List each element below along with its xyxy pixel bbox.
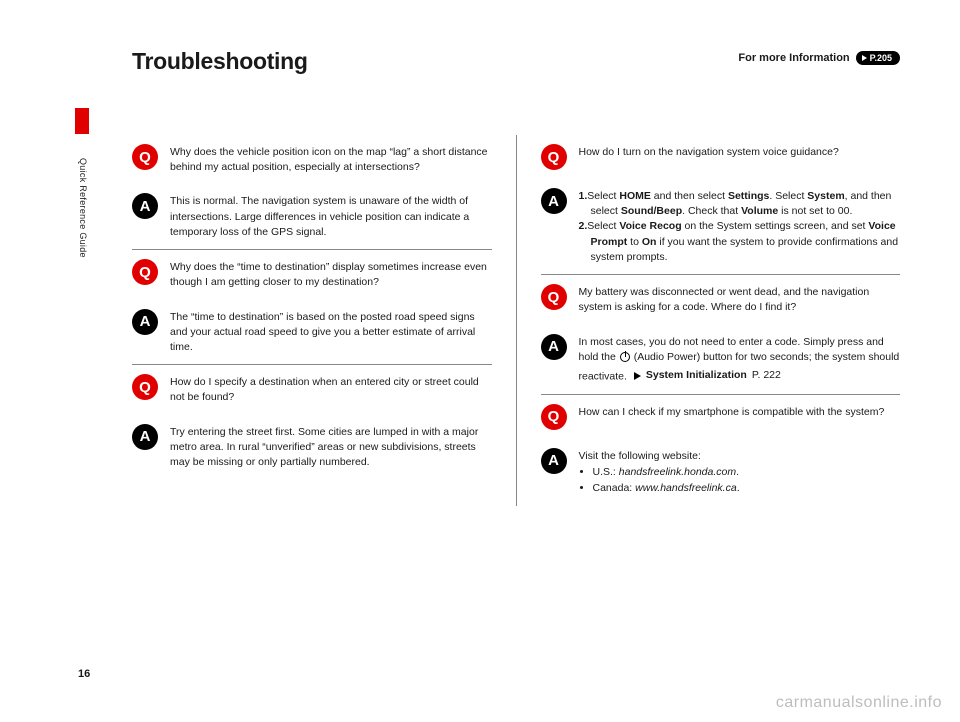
answer-icon: A [541,188,567,214]
qa-item: A 1.Select HOME and then select Settings… [541,179,901,275]
answer-text: This is normal. The navigation system is… [170,192,492,240]
qa-item: A Visit the following website: U.S.: han… [541,439,901,507]
question-icon: Q [132,374,158,400]
more-info-label: For more Information [738,52,849,64]
qa-item: Q How can I check if my smartphone is co… [541,395,901,439]
qa-item: A In most cases, you do not need to ente… [541,325,901,395]
qa-item: Q Why does the “time to destination” dis… [132,250,492,299]
qa-columns: Q Why does the vehicle position icon on … [132,135,900,506]
qa-item: A Try entering the street first. Some ci… [132,415,492,480]
answer-text: In most cases, you do not need to enter … [579,333,901,385]
answer-text: Try entering the street first. Some citi… [170,423,492,471]
answer-text: 1.Select HOME and then select Settings. … [579,187,901,265]
watermark: carmanualsonline.info [776,694,942,712]
answer-text: Visit the following website: U.S.: hands… [579,447,740,498]
ref-page: P. 222 [752,368,781,383]
answer-icon: A [132,193,158,219]
question-text: How do I specify a destination when an e… [170,373,492,405]
list-item: Canada: www.handsfreelink.ca. [593,481,740,496]
left-column: Q Why does the vehicle position icon on … [132,135,516,506]
answer-icon: A [541,448,567,474]
question-icon: Q [541,284,567,310]
answer-icon: A [132,424,158,450]
question-icon: Q [132,259,158,285]
question-icon: Q [132,144,158,170]
qa-item: Q Why does the vehicle position icon on … [132,135,492,184]
right-column: Q How do I turn on the navigation system… [516,135,901,506]
audio-power-icon [620,352,630,362]
ref-arrow-icon [634,372,641,380]
badge-text: P.205 [870,53,892,63]
question-icon: Q [541,404,567,430]
question-text: Why does the vehicle position icon on th… [170,143,492,175]
more-info-link: For more Information P.205 [738,51,900,65]
question-icon: Q [541,144,567,170]
page-content: Troubleshooting For more Information P.2… [60,48,900,682]
cross-reference: System Initialization P. 222 [630,368,781,383]
qa-item: Q How do I specify a destination when an… [132,365,492,414]
qa-item: A The “time to destination” is based on … [132,300,492,366]
qa-item: Q How do I turn on the navigation system… [541,135,901,179]
list-item: U.S.: handsfreelink.honda.com. [593,465,740,480]
question-text: How do I turn on the navigation system v… [579,143,839,170]
qa-item: Q My battery was disconnected or went de… [541,275,901,324]
question-text: Why does the “time to destination” displ… [170,258,492,290]
page-header: Troubleshooting For more Information P.2… [132,48,900,75]
question-text: My battery was disconnected or went dead… [579,283,901,315]
badge-arrow-icon [862,55,867,61]
question-text: How can I check if my smartphone is comp… [579,403,885,430]
page-title: Troubleshooting [132,48,308,75]
page-ref-badge: P.205 [856,51,900,65]
ref-label: System Initialization [646,368,747,383]
answer-icon: A [132,309,158,335]
answer-text: The “time to destination” is based on th… [170,308,492,356]
qa-item: A This is normal. The navigation system … [132,184,492,250]
answer-icon: A [541,334,567,360]
